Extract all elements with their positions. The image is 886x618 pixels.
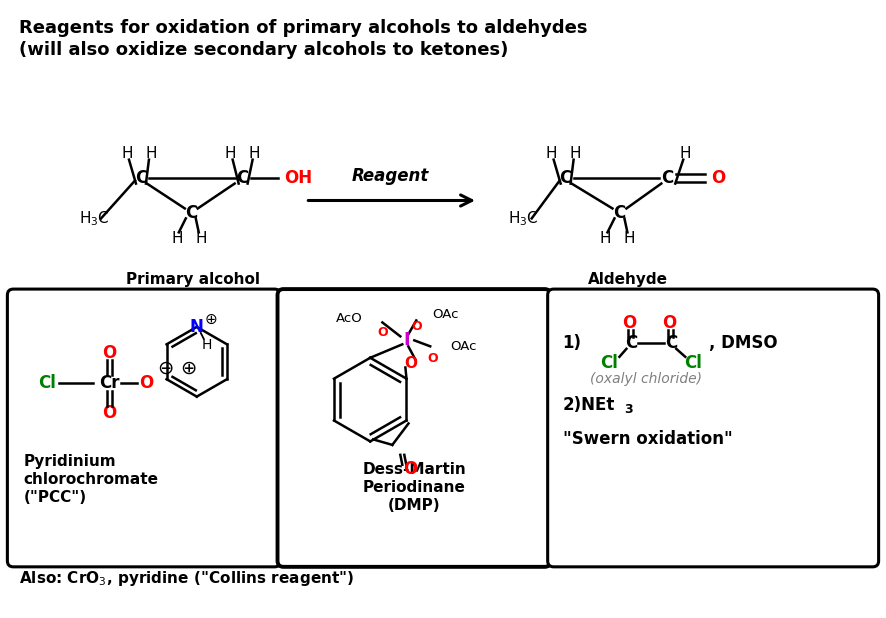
Text: OH: OH <box>284 169 313 187</box>
Text: 2)NEt: 2)NEt <box>563 396 615 413</box>
Text: (oxalyl chloride): (oxalyl chloride) <box>589 371 702 386</box>
Text: C: C <box>661 169 673 187</box>
Text: H: H <box>546 146 557 161</box>
Text: H$_3$C: H$_3$C <box>508 209 539 228</box>
Text: O: O <box>662 314 676 332</box>
Text: C: C <box>184 205 197 222</box>
Text: ("PCC"): ("PCC") <box>23 490 87 505</box>
Text: Cl: Cl <box>38 374 56 392</box>
Text: "Swern oxidation": "Swern oxidation" <box>563 430 733 449</box>
Text: I: I <box>403 331 409 349</box>
Text: O: O <box>404 356 417 371</box>
Text: C: C <box>135 169 147 187</box>
Text: C: C <box>613 205 626 222</box>
Text: OAc: OAc <box>432 308 459 321</box>
Text: O: O <box>427 352 438 365</box>
Text: C: C <box>237 169 249 187</box>
Text: C: C <box>626 334 638 352</box>
Text: AcO: AcO <box>336 312 362 325</box>
Text: 1): 1) <box>563 334 581 352</box>
Text: Primary alcohol: Primary alcohol <box>126 272 260 287</box>
Text: chlorochromate: chlorochromate <box>23 472 159 487</box>
Text: (will also oxidize secondary alcohols to ketones): (will also oxidize secondary alcohols to… <box>19 41 509 59</box>
Text: H: H <box>624 231 635 246</box>
Text: Dess-Martin: Dess-Martin <box>362 462 466 477</box>
Text: H: H <box>249 146 260 161</box>
Text: H: H <box>171 231 183 246</box>
Text: H: H <box>201 338 212 352</box>
Text: Also: CrO$_3$, pyridine ("Collins reagent"): Also: CrO$_3$, pyridine ("Collins reagen… <box>19 569 354 588</box>
Text: O: O <box>102 344 116 362</box>
Text: Aldehyde: Aldehyde <box>587 272 667 287</box>
Text: H: H <box>145 146 157 161</box>
Text: O: O <box>622 314 636 332</box>
Text: O: O <box>711 169 726 187</box>
Text: O: O <box>139 374 153 392</box>
Text: N: N <box>190 318 204 336</box>
Text: O: O <box>377 326 388 339</box>
Text: Cr: Cr <box>99 374 120 392</box>
Text: H: H <box>680 146 691 161</box>
FancyBboxPatch shape <box>7 289 281 567</box>
Text: OAc: OAc <box>450 340 477 353</box>
Text: C: C <box>665 334 678 352</box>
FancyBboxPatch shape <box>548 289 879 567</box>
Text: ⊕: ⊕ <box>181 359 197 378</box>
Text: O: O <box>411 320 422 333</box>
Text: Reagents for oxidation of primary alcohols to aldehydes: Reagents for oxidation of primary alcoho… <box>19 19 587 37</box>
Text: Cl: Cl <box>684 353 702 372</box>
Text: ⊕: ⊕ <box>205 311 217 326</box>
Text: H: H <box>570 146 581 161</box>
Text: , DMSO: , DMSO <box>709 334 778 352</box>
Text: H$_3$C: H$_3$C <box>79 209 110 228</box>
FancyBboxPatch shape <box>277 289 551 567</box>
Text: ⊖: ⊖ <box>158 359 174 378</box>
Text: Periodinane: Periodinane <box>362 480 465 495</box>
Text: H: H <box>195 231 206 246</box>
Text: 3: 3 <box>625 403 633 416</box>
Text: C: C <box>559 169 571 187</box>
Text: (DMP): (DMP) <box>388 498 440 513</box>
Text: H: H <box>225 146 237 161</box>
Text: O: O <box>403 460 417 478</box>
Text: H: H <box>600 231 611 246</box>
Text: O: O <box>102 404 116 421</box>
Text: Cl: Cl <box>601 353 618 372</box>
Text: H: H <box>121 146 133 161</box>
Text: Pyridinium: Pyridinium <box>23 454 116 469</box>
Text: Reagent: Reagent <box>352 167 429 185</box>
